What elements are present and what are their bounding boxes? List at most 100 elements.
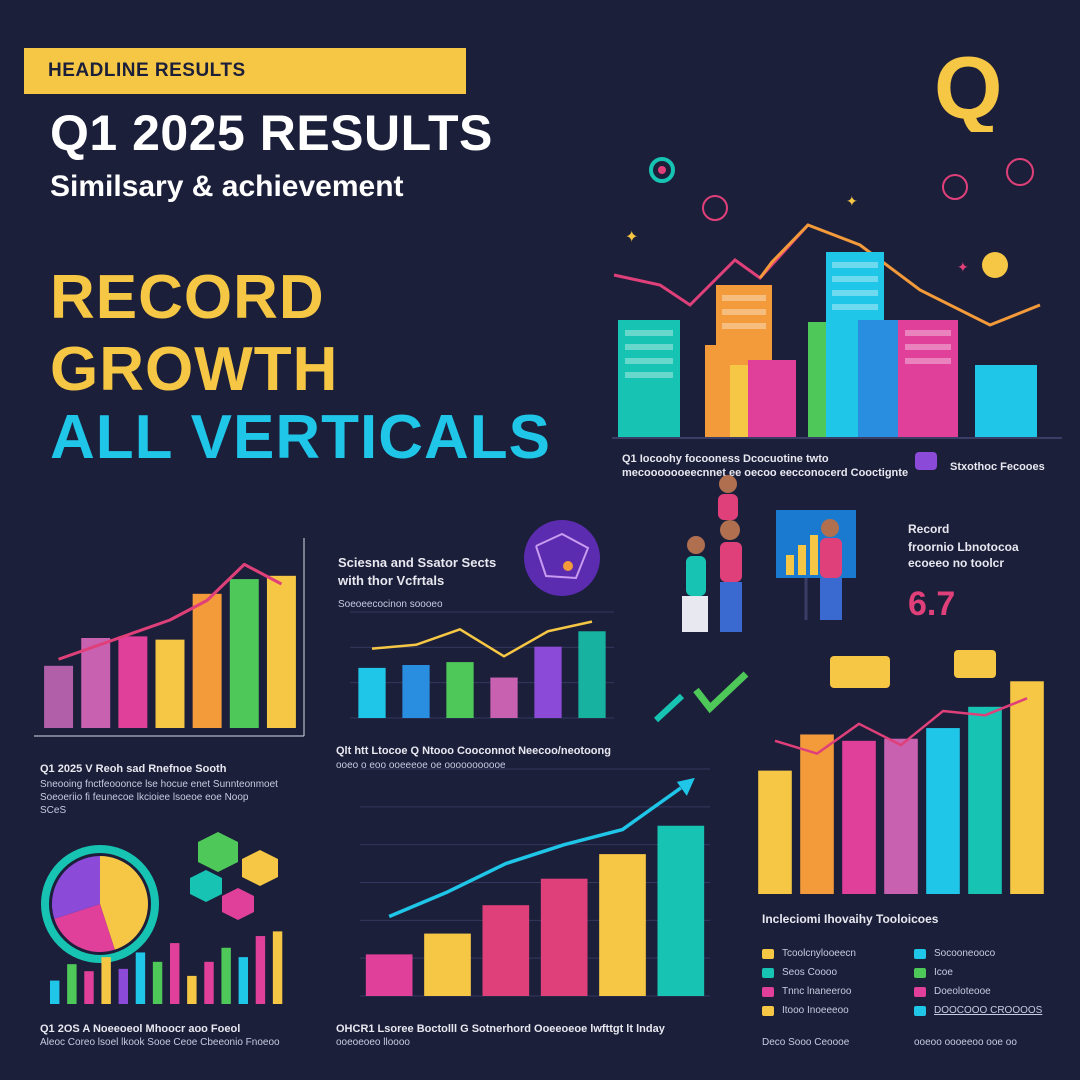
bar [44, 665, 74, 728]
mid-bar-chart [350, 611, 614, 719]
left-chart-title: Q1 2025 V Reoh sad Rnefnoe Sooth [40, 763, 227, 775]
person-1-head [720, 520, 740, 540]
hex-icon-green [198, 832, 238, 872]
bar [534, 646, 562, 718]
legend-label-7: Doeoloteooe [934, 986, 991, 997]
bar [229, 579, 259, 728]
bar [482, 905, 530, 996]
mini-bar [101, 957, 111, 1004]
building-7 [898, 320, 958, 438]
person-4-head [719, 475, 737, 493]
bar [266, 575, 296, 728]
q-logo-letter: Q [934, 40, 1002, 132]
sparkle-icon-3: ✦ [957, 259, 969, 275]
mid-chart-title-1: Sciesna and Ssator Sects [338, 555, 497, 570]
record-value: 6.7 [908, 585, 956, 623]
legend-icon-6 [914, 967, 926, 978]
pie-slice [54, 904, 115, 952]
legend-icon-5 [914, 948, 926, 959]
right-legend-title: Incleciomi Ihovaihy Tooloicoes [762, 912, 939, 926]
trend-line [388, 786, 682, 919]
team-celebration-illustration [682, 475, 856, 632]
bar [81, 638, 111, 728]
page-title: Q1 2025 RESULTS [50, 105, 493, 161]
mini-bar [135, 952, 146, 1004]
chat-bubbles [830, 650, 996, 688]
chat-bubble-2 [954, 650, 996, 678]
building-8 [975, 365, 1037, 438]
city-trend-line-orange [758, 223, 1041, 327]
pie-slice [100, 856, 148, 950]
city-caption-2: mecooooooeecnnet ee oecoo eecconocerd Co… [622, 467, 909, 479]
bar [884, 738, 918, 894]
record-caption-3: ecoeeo no toolcr [908, 556, 1005, 570]
legend-item-3: Tnnc lnaneeroo [762, 982, 856, 1001]
mini-bar-chart [50, 931, 283, 1004]
center-growth-chart [360, 768, 710, 997]
legend-item-2: Seos Coooo [762, 963, 856, 982]
hexagon-cluster [190, 832, 278, 920]
building-1 [618, 320, 680, 438]
mid-chart-subtitle: Soeoeecocinon soooeo [338, 599, 443, 610]
legend-icon-4 [762, 1005, 774, 1016]
sparkle-icon: ✦ [625, 229, 638, 246]
headline-tag: HEADLINE RESULTS [24, 48, 466, 94]
left-chart-caption-1: Sneooing fnctfeooonce lse hocue enet Sun… [40, 779, 278, 790]
clock-icon [1006, 158, 1034, 186]
award-icon [915, 452, 937, 470]
q-logo: Q [934, 40, 1002, 132]
legend-item-7: Doeoloteooe [914, 982, 1042, 1001]
person-3-body [820, 538, 842, 578]
bar [446, 662, 474, 718]
legend-item-4: Itooo Inoeeeoo [762, 1001, 856, 1020]
left-chart-caption-2: Soeoeriio fi feunecoe lkcioiee lsoeoe eo… [40, 792, 249, 803]
mini-bar [170, 943, 180, 1004]
legend-icon-8 [914, 1005, 926, 1016]
record-caption-2: froornio Lbnotocoa [908, 540, 1019, 554]
person-3-legs [820, 578, 842, 620]
city-caption-1: Q1 Iocoohy focooness Dcocuotine twto [622, 453, 829, 465]
center-chart-subtitle: ooeo o eoo ooeeeoe oe ooooooooooe [336, 760, 506, 771]
bar [800, 734, 834, 894]
left-chart-caption-3: SCeS [40, 805, 67, 816]
center-chart-title: Qlt htt Ltocoe Q Ntooo Cooconnot Neecoo/… [336, 745, 611, 757]
legend-label-2: Seos Coooo [782, 967, 838, 978]
right-footnote-1: Deco Sooo Ceoooe [762, 1037, 850, 1048]
person-1-legs [720, 582, 742, 632]
legend-item-8: DOOCOOO CROOOOS [914, 1001, 1042, 1020]
bar [402, 665, 430, 718]
left-bar-chart [34, 538, 305, 737]
target-icon [649, 157, 675, 183]
legend-item-6: Icoe [914, 963, 1042, 982]
person-4-body [718, 494, 738, 520]
bar [968, 706, 1002, 894]
right-bar-chart [758, 681, 1044, 894]
bar [358, 667, 386, 718]
mini-bar [67, 964, 77, 1004]
legend-label-3: Tnnc lnaneeroo [782, 986, 852, 997]
right-legend-col-2: Socooneooco Icoe Doeoloteooe DOOCOOO CRO… [914, 944, 1042, 1020]
building-4 [748, 360, 796, 438]
bar [599, 854, 646, 996]
record-caption-1: Record [908, 522, 950, 536]
legend-label-1: Tcoolcnylooeecn [782, 948, 856, 959]
network-globe-icon [524, 520, 600, 596]
person-3-head [821, 519, 839, 537]
mini-bar [221, 947, 231, 1004]
city-caption-right: Stxothoc Fecooes [950, 461, 1045, 473]
pie-slice [52, 856, 100, 919]
gauge-icon [982, 252, 1008, 278]
mini-bar [272, 931, 283, 1004]
bottom-center-caption-1: OHCR1 Lsoree Boctolll G Sotnerhord Ooeeo… [336, 1023, 665, 1035]
trend-arrowhead [676, 777, 695, 796]
bar [1010, 681, 1044, 894]
bottom-left-caption-1: Q1 2OS A Noeeoeol Mhoocr aoo Foeol [40, 1023, 241, 1035]
legend-label-8: DOOCOOO CROOOOS [934, 1005, 1043, 1016]
target-icon-dot [658, 166, 666, 174]
bar [657, 825, 705, 996]
city-growth-illustration: ✦ ✦ ✦ [612, 157, 1062, 439]
bar [424, 933, 471, 996]
person-2-head [687, 536, 705, 554]
bar [926, 728, 960, 894]
legend-item-1: Tcoolcnylooeecn [762, 944, 856, 963]
